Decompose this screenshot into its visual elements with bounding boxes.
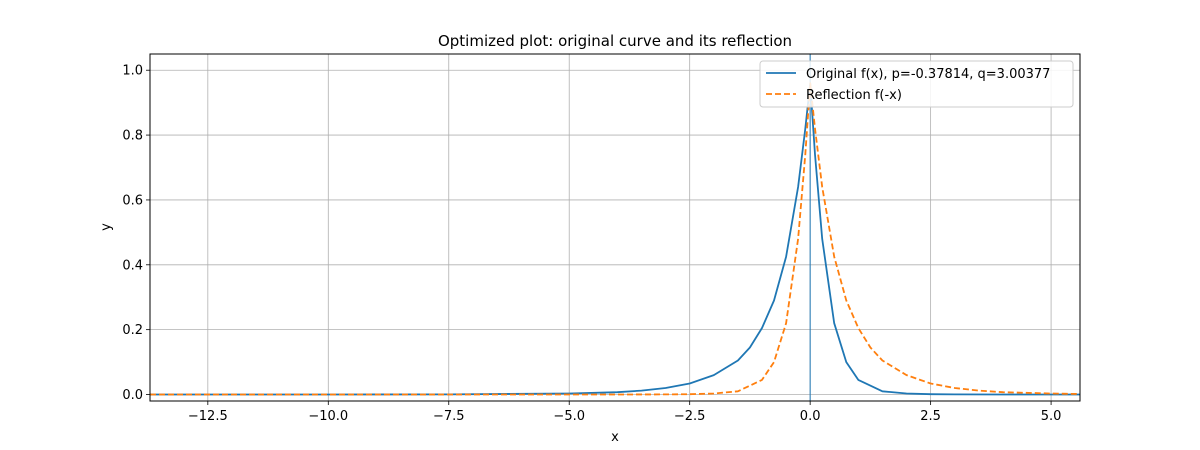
legend-box [759,60,1074,108]
y-tick-label: 0.4 [122,258,143,273]
x-axis-label: x [611,430,619,445]
x-tick-label: −5.0 [553,409,585,424]
series-lines [150,82,1080,396]
y-tick-label: 0.0 [122,388,143,403]
legend-label: Reflection f(-x) [806,88,902,103]
y-axis-label: y [99,223,114,231]
x-tick-label: 2.5 [920,409,941,424]
x-tick-label: 0.0 [800,409,821,424]
chart-title: Optimized plot: original curve and its r… [438,32,792,50]
original-curve-line [150,82,1080,396]
legend: Original f(x), p=-0.37814, q=3.00377 Refl… [759,60,1074,108]
x-tick-label: −7.5 [433,409,465,424]
y-tick-label: 0.6 [122,193,143,208]
x-tick-label: −2.5 [674,409,706,424]
y-tick-label: 0.2 [122,323,143,338]
y-tick-label: 1.0 [122,64,143,79]
reflection-curve-line [150,82,1080,396]
x-tick-label: −12.5 [188,409,228,424]
legend-label: Original f(x), p=-0.37814, q=3.00377 [806,67,1050,82]
x-tick-label: 5.0 [1041,409,1062,424]
x-axis-ticks: −12.5 −10.0 −7.5 −5.0 −2.5 0.0 2.5 5.0 [188,401,1062,424]
y-tick-label: 0.8 [122,129,143,144]
x-tick-label: −10.0 [308,409,348,424]
plot-frame [149,53,1081,402]
y-axis-ticks: 0.0 0.2 0.4 0.6 0.8 1.0 [122,64,150,403]
